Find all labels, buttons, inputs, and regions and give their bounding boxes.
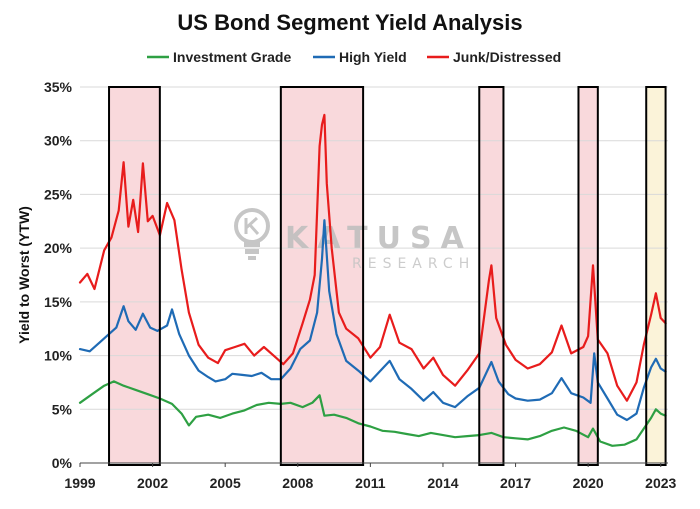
series-line-high-yield <box>78 219 667 422</box>
x-tick-label: 2002 <box>137 475 168 491</box>
watermark: KATUSA RESEARCH <box>234 208 475 272</box>
y-tick-label: 20% <box>44 240 73 256</box>
highlight-border-1 <box>279 86 365 466</box>
watermark-sub: RESEARCH <box>352 256 475 272</box>
highlight-period-0 <box>109 87 160 463</box>
y-tick-label: 25% <box>44 186 73 202</box>
highlight-border-0 <box>108 86 161 466</box>
highlight-borders <box>108 86 667 466</box>
highlight-periods <box>109 87 666 463</box>
x-tick-label: 2020 <box>573 475 604 491</box>
x-tick-label: 2014 <box>427 475 458 491</box>
legend-label: Investment Grade <box>173 49 291 65</box>
legend-label: Junk/Distressed <box>453 49 561 65</box>
x-tick-label: 2011 <box>355 475 386 491</box>
legend: Investment Grade High Yield Junk/Distresse… <box>147 49 561 65</box>
series-line-junk-distressed <box>78 113 667 402</box>
lightbulb-logo-icon <box>234 208 270 260</box>
chart-title: US Bond Segment Yield Analysis <box>177 10 522 35</box>
y-tick-label: 0% <box>52 455 73 471</box>
y-axis-label: Yield to Worst (YTW) <box>16 206 32 344</box>
x-tick-label: 2023 <box>645 475 676 491</box>
highlight-border-4 <box>645 86 667 466</box>
gridlines <box>80 86 668 410</box>
highlight-period-3 <box>578 87 598 463</box>
legend-label: High Yield <box>339 49 407 65</box>
y-tick-label: 35% <box>44 79 73 95</box>
x-axis-ticks: 1999 2002 2005 2008 2011 2014 2017 2020 2023 <box>64 463 677 491</box>
series-lines <box>78 113 667 447</box>
highlight-period-1 <box>280 87 364 463</box>
y-axis-ticks: 0% 5% 10% 15% 20% 25% 30% 35% <box>44 79 73 471</box>
x-tick-label: 2005 <box>210 475 241 491</box>
highlight-border-2 <box>478 86 505 466</box>
y-tick-label: 15% <box>44 294 73 310</box>
highlight-period-4 <box>646 87 666 463</box>
x-tick-label: 2008 <box>282 475 313 491</box>
y-tick-label: 30% <box>44 133 73 149</box>
watermark-main: KATUSA <box>285 221 473 256</box>
y-tick-label: 5% <box>52 401 73 417</box>
y-tick-label: 10% <box>44 348 73 364</box>
x-tick-label: 1999 <box>64 475 95 491</box>
series-line-investment-grade <box>78 380 667 447</box>
x-tick-label: 2017 <box>500 475 531 491</box>
